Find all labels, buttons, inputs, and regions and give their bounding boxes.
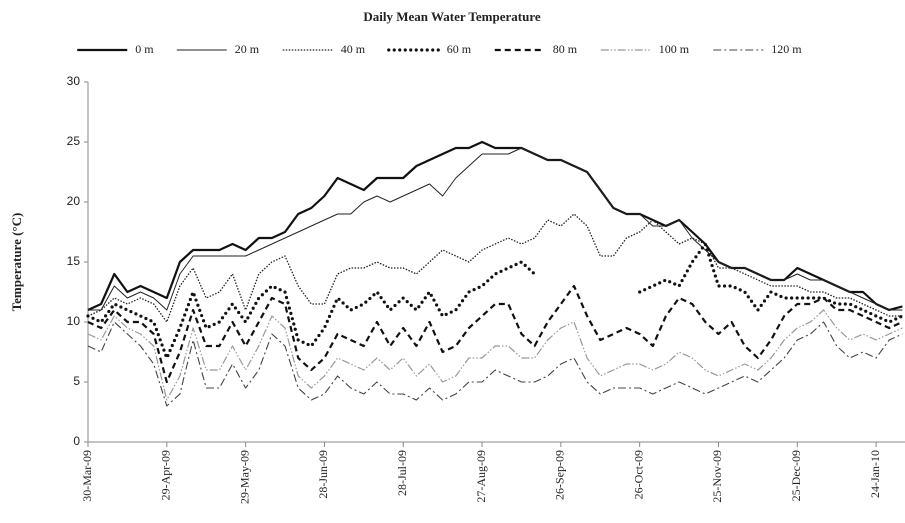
- legend-label: 120 m: [771, 42, 802, 56]
- y-tick-label: 10: [67, 314, 81, 328]
- legend-label: 60 m: [447, 42, 472, 56]
- x-tick-label: 28-Jul-09: [395, 450, 409, 496]
- x-tick-label: 25-Nov-09: [710, 450, 724, 503]
- legend-label: 80 m: [553, 42, 578, 56]
- series-line: [87, 213, 903, 323]
- series-line: [87, 284, 903, 384]
- x-tick-label: 26-Sep-09: [553, 450, 567, 500]
- y-tick-label: 5: [73, 374, 80, 388]
- series-line: [88, 147, 903, 311]
- x-tick-label: 29-Apr-09: [159, 450, 173, 500]
- x-tick-label: 26-Oct-09: [631, 450, 645, 499]
- legend-label: 40 m: [341, 42, 366, 56]
- chart-title: Daily Mean Water Temperature: [363, 9, 541, 24]
- x-tick-label: 24-Jan-10: [868, 450, 882, 498]
- series-line: [87, 309, 903, 401]
- y-tick-label: 0: [73, 434, 80, 448]
- series-line: [86, 242, 904, 360]
- y-tick-label: 30: [67, 74, 81, 88]
- series-line: [87, 321, 903, 407]
- x-tick-label: 29-May-09: [237, 450, 251, 504]
- x-tick-label: 28-Jun-09: [316, 450, 330, 499]
- legend-label: 20 m: [235, 42, 260, 56]
- x-tick-label: 27-Aug-09: [474, 450, 488, 503]
- y-tick-label: 25: [67, 134, 81, 148]
- y-tick-label: 20: [67, 194, 81, 208]
- legend-label: 100 m: [659, 42, 690, 56]
- y-tick-label: 15: [67, 254, 81, 268]
- x-tick-label: 25-Dec-09: [789, 450, 803, 501]
- legend-label: 0 m: [135, 42, 154, 56]
- y-axis-label: Temperature (°C): [9, 213, 24, 312]
- series-line: [87, 140, 903, 312]
- x-tick-label: 30-Mar-09: [80, 450, 94, 502]
